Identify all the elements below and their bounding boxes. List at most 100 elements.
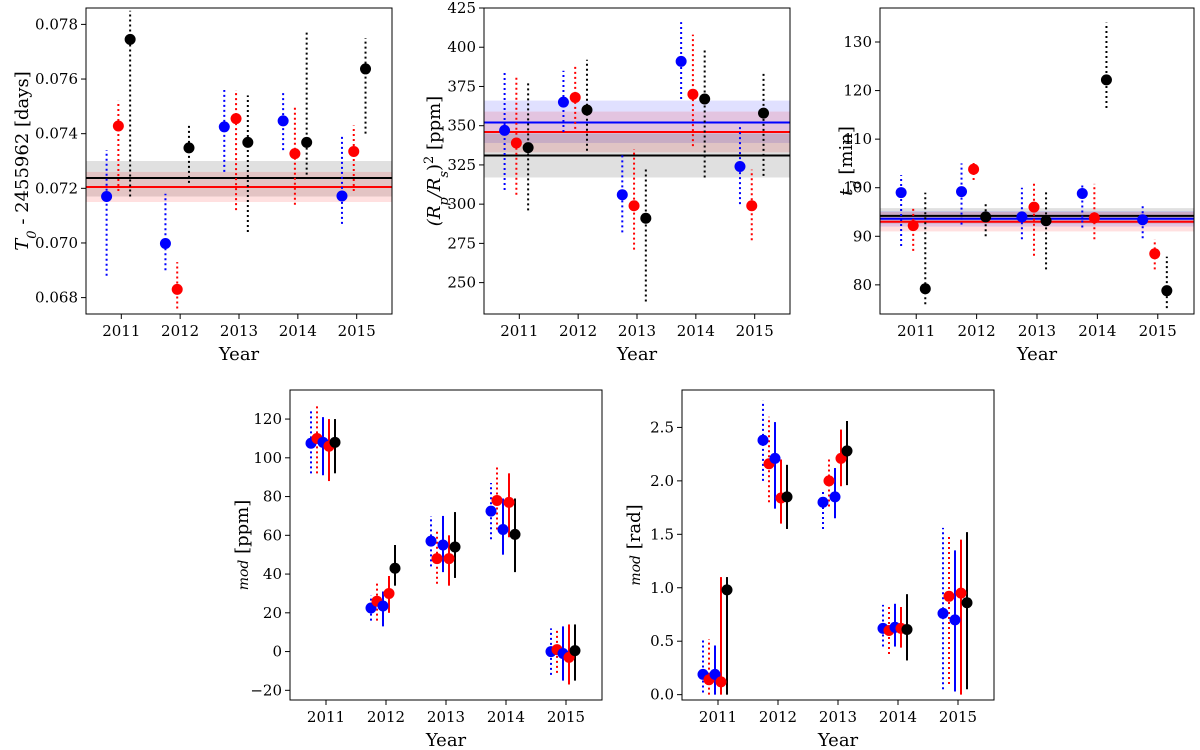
y-tick-label: 0.076 (35, 70, 78, 88)
y-tick-label: 0.0 (650, 686, 674, 704)
y-tick-label: 90 (853, 227, 872, 245)
data-point-black (1161, 285, 1173, 297)
x-tick-label: 2012 (367, 708, 405, 726)
data-point-black (569, 645, 581, 657)
y-tick-label: 400 (447, 38, 476, 56)
data-point-black (781, 491, 793, 503)
y-tick-label: 120 (843, 82, 872, 100)
panel-t0: 0.068 0.070 0.072 0.074 0.076 0.078 2011 2012 20… (12, 7, 393, 365)
data-point-blue (377, 600, 389, 612)
data-point-red (746, 200, 758, 212)
data-point-red (112, 120, 124, 132)
y-tick-label: 375 (447, 77, 476, 95)
data-point-red (491, 494, 503, 506)
x-tick-label: 2012 (559, 322, 597, 340)
y-tick-label: 40 (263, 565, 282, 583)
x-tick-label: 2011 (699, 708, 737, 726)
data-point-black (841, 445, 853, 457)
data-point-blue (1137, 214, 1149, 226)
data-point-blue (499, 124, 511, 136)
data-point-blue (336, 190, 348, 202)
y-tick-label: 0.068 (35, 289, 78, 307)
data-point-blue (1076, 188, 1088, 200)
y-tick-label: 425 (447, 0, 476, 17)
data-point-black (919, 283, 931, 295)
data-point-blue (101, 191, 113, 203)
data-point-blue (425, 535, 437, 547)
x-axis-label: Year (218, 344, 260, 365)
y-tick-label: 2.0 (650, 472, 674, 490)
data-point-red (503, 496, 515, 508)
data-point-blue (616, 189, 628, 201)
x-tick-label: 2012 (161, 322, 199, 340)
y-tick-label: 110 (843, 130, 872, 148)
x-tick-label: 2014 (677, 322, 715, 340)
data-point-blue (956, 186, 968, 198)
data-point-red (289, 148, 301, 160)
panel-depth: 250 275 300 325 350 375 400 425 2011 2012 2013 2014… (422, 0, 791, 365)
data-point-black (980, 211, 992, 223)
y-tick-label: 0.070 (35, 234, 78, 252)
y-tick-label: −20 (250, 681, 282, 699)
plot-area (86, 10, 392, 309)
data-point-red (1088, 212, 1100, 224)
data-point-red (943, 590, 955, 602)
data-point-red (383, 587, 395, 599)
x-tick-label: 2011 (500, 322, 538, 340)
axes-frame (681, 389, 995, 701)
data-point-red (907, 220, 919, 232)
data-point-red (569, 91, 581, 103)
x-tick-label: 2011 (307, 708, 345, 726)
data-point-black (1100, 74, 1112, 86)
data-point-blue (277, 115, 289, 127)
y-tick-label: 20 (263, 604, 282, 622)
x-tick-label: 2013 (1018, 322, 1056, 340)
y-axis-label: mod [ppm] (232, 500, 253, 591)
data-point-black (901, 623, 913, 635)
plot-area (880, 22, 1194, 309)
y-tick-label: 0.078 (35, 15, 78, 33)
x-tick-label: 2014 (1078, 322, 1116, 340)
y-axis-label: mod [rad] (624, 504, 645, 585)
data-point-black (699, 93, 711, 105)
x-tick-label: 2014 (487, 708, 525, 726)
y-tick-label: 2.5 (650, 418, 674, 436)
data-point-black (301, 136, 313, 148)
data-point-blue (437, 539, 449, 551)
y-tick-label: 0 (272, 643, 282, 661)
x-tick-label: 2013 (220, 322, 258, 340)
x-tick-label: 2015 (939, 708, 977, 726)
data-point-blue (1016, 211, 1028, 223)
x-tick-label: 2011 (102, 322, 140, 340)
y-tick-label: 325 (447, 156, 476, 174)
data-point-black (389, 562, 401, 574)
y-tick-label: 60 (263, 526, 282, 544)
y-tick-label: 350 (447, 117, 476, 135)
y-axis-label: td [min] (836, 126, 864, 196)
data-point-blue (497, 524, 509, 535)
x-tick-label: 2015 (338, 322, 376, 340)
data-point-black (522, 142, 534, 154)
panel-phase: 0.0 0.5 1.0 1.5 2.0 2.5 2011 2012 2013 2014 2015 Ye… (624, 389, 995, 750)
x-tick-label: 2013 (618, 322, 656, 340)
y-tick-label: 1.0 (650, 579, 674, 597)
y-tick-label: 250 (447, 274, 476, 292)
y-tick-label: 100 (843, 179, 872, 197)
data-point-blue (817, 496, 829, 508)
data-point-black (242, 136, 254, 148)
x-axis-label: Year (616, 344, 658, 365)
data-point-red (348, 145, 360, 157)
data-point-red (687, 88, 699, 100)
y-tick-label: 300 (447, 195, 476, 213)
data-point-blue (949, 614, 961, 626)
data-point-black (360, 63, 372, 75)
x-tick-label: 2014 (879, 708, 917, 726)
data-point-blue (709, 668, 721, 680)
x-tick-label: 2014 (279, 322, 317, 340)
data-point-red (955, 587, 967, 599)
y-tick-label: 100 (253, 449, 282, 467)
data-point-black (329, 436, 341, 448)
data-point-blue (734, 160, 746, 172)
x-axis-label: Year (425, 730, 467, 750)
